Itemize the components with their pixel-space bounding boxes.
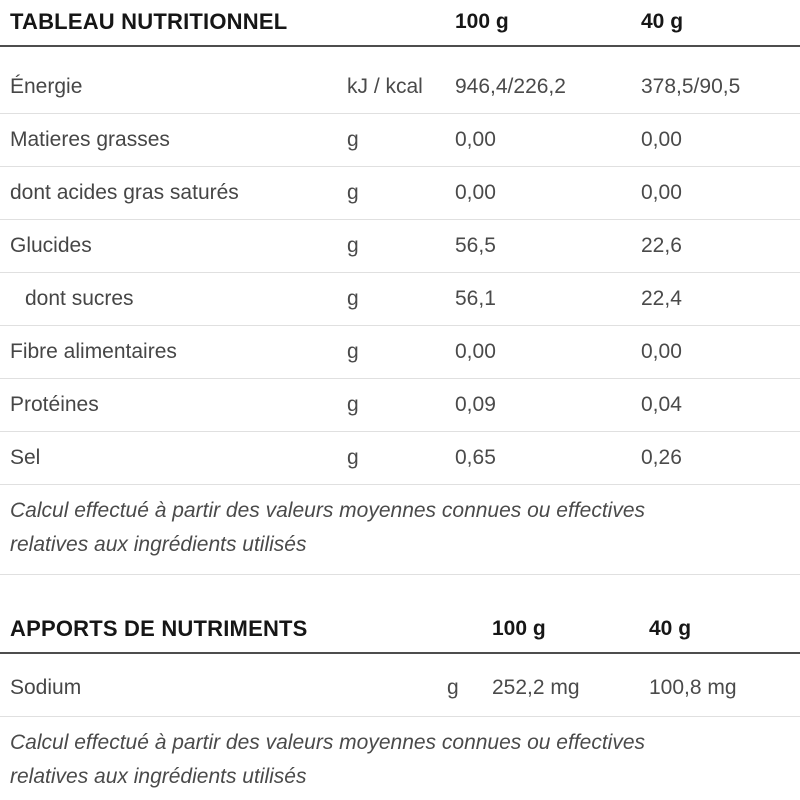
table-row-glucides: Glucides g 56,5 22,6 bbox=[0, 220, 800, 273]
row-label: Glucides bbox=[10, 234, 92, 257]
table-row-sodium: Sodium g 252,2 mg 100,8 mg bbox=[0, 654, 800, 717]
row-value-40g: 22,4 bbox=[641, 287, 682, 310]
row-unit: kJ / kcal bbox=[347, 75, 423, 98]
row-value-100g: 0,09 bbox=[455, 393, 496, 416]
row-label: Matieres grasses bbox=[10, 128, 170, 151]
nutrient-table-header: APPORTS DE NUTRIMENTS 100 g 40 g bbox=[0, 607, 800, 654]
nutrient-table-title: APPORTS DE NUTRIMENTS bbox=[10, 616, 308, 641]
row-unit: g bbox=[347, 340, 359, 363]
row-unit: g bbox=[347, 446, 359, 469]
row-value-40g: 100,8 mg bbox=[649, 676, 737, 699]
column-header-100g: 100 g bbox=[455, 10, 509, 33]
row-unit: g bbox=[447, 676, 459, 699]
row-unit: g bbox=[347, 287, 359, 310]
calculation-footnote: Calcul effectué à partir des valeurs moy… bbox=[0, 485, 800, 575]
row-value-100g: 0,00 bbox=[455, 340, 496, 363]
table-row-matieres-grasses: Matieres grasses g 0,00 0,00 bbox=[0, 114, 800, 167]
row-value-100g: 56,5 bbox=[455, 234, 496, 257]
row-value-100g: 56,1 bbox=[455, 287, 496, 310]
nutrition-table-title: TABLEAU NUTRITIONNEL bbox=[10, 9, 288, 34]
table-row-dont-sucres: dont sucres g 56,1 22,4 bbox=[0, 273, 800, 326]
footnote-line-1: Calcul effectué à partir des valeurs moy… bbox=[10, 731, 646, 754]
row-value-40g: 0,26 bbox=[641, 446, 682, 469]
row-value-100g: 946,4/226,2 bbox=[455, 75, 566, 98]
row-value-40g: 0,00 bbox=[641, 181, 682, 204]
row-unit: g bbox=[347, 234, 359, 257]
row-value-40g: 0,00 bbox=[641, 128, 682, 151]
row-value-100g: 0,65 bbox=[455, 446, 496, 469]
table-row-proteines: Protéines g 0,09 0,04 bbox=[0, 379, 800, 432]
row-value-40g: 378,5/90,5 bbox=[641, 75, 741, 98]
table-row-sel: Sel g 0,65 0,26 bbox=[0, 432, 800, 485]
row-value-40g: 0,00 bbox=[641, 340, 682, 363]
footnote-line-2: relatives aux ingrédients utilisés bbox=[10, 533, 307, 556]
row-value-100g: 252,2 mg bbox=[492, 676, 580, 699]
table-row-acides-gras-satures: dont acides gras saturés g 0,00 0,00 bbox=[0, 167, 800, 220]
row-label: Protéines bbox=[10, 393, 99, 416]
row-label: Sodium bbox=[10, 676, 82, 699]
row-label: dont sucres bbox=[25, 287, 134, 310]
calculation-footnote: Calcul effectué à partir des valeurs moy… bbox=[0, 717, 800, 800]
column-header-40g: 40 g bbox=[641, 10, 684, 33]
row-label: Énergie bbox=[10, 75, 83, 98]
column-header-100g: 100 g bbox=[492, 617, 546, 640]
nutrient-intake-section: APPORTS DE NUTRIMENTS 100 g 40 g Sodium … bbox=[0, 607, 800, 800]
row-value-100g: 0,00 bbox=[455, 181, 496, 204]
row-unit: g bbox=[347, 128, 359, 151]
nutrition-table-section: TABLEAU NUTRITIONNEL 100 g 40 g Énergie … bbox=[0, 0, 800, 575]
row-label: Sel bbox=[10, 446, 41, 469]
column-header-40g: 40 g bbox=[649, 617, 692, 640]
row-value-40g: 22,6 bbox=[641, 234, 682, 257]
footnote-line-2: relatives aux ingrédients utilisés bbox=[10, 765, 307, 788]
row-label: dont acides gras saturés bbox=[10, 181, 239, 204]
table-row-energie: Énergie kJ / kcal 946,4/226,2 378,5/90,5 bbox=[0, 47, 800, 114]
footnote-line-1: Calcul effectué à partir des valeurs moy… bbox=[10, 499, 646, 522]
nutrition-table-header: TABLEAU NUTRITIONNEL 100 g 40 g bbox=[0, 0, 800, 47]
row-unit: g bbox=[347, 181, 359, 204]
row-unit: g bbox=[347, 393, 359, 416]
table-row-fibre-alimentaires: Fibre alimentaires g 0,00 0,00 bbox=[0, 326, 800, 379]
row-value-40g: 0,04 bbox=[641, 393, 682, 416]
row-label: Fibre alimentaires bbox=[10, 340, 177, 363]
row-value-100g: 0,00 bbox=[455, 128, 496, 151]
